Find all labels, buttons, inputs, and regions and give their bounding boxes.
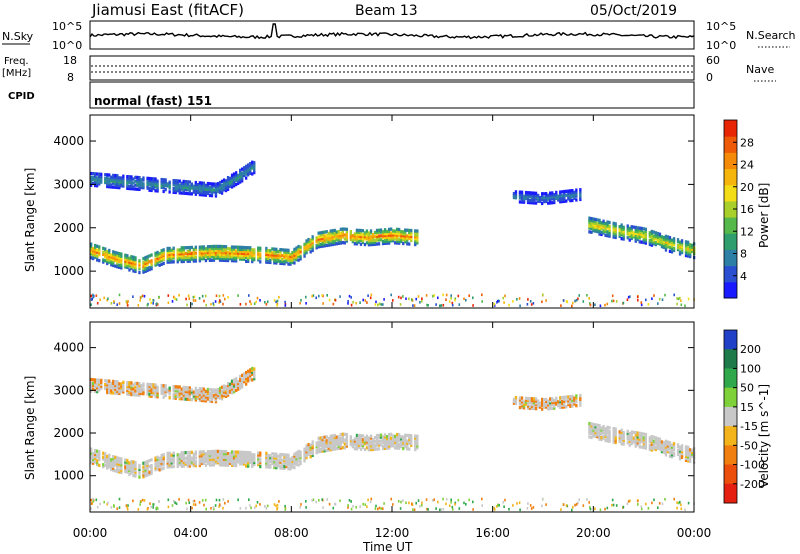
freq-label: Freq. — [4, 56, 29, 67]
velocity-colorbar-tick: -50 — [740, 439, 758, 452]
power-colorbar-swatch — [724, 233, 737, 250]
power-plot-frame — [90, 115, 694, 308]
x-tick-label: 12:00 — [375, 526, 410, 540]
power-colorbar-tick: 8 — [740, 248, 747, 261]
freq-tick-bottom: 8 — [67, 71, 74, 84]
nsky-tick-top: 10^5 — [52, 20, 82, 33]
velocity-colorbar-tick: 15 — [740, 401, 754, 414]
x-axis-label: Time UT — [362, 540, 413, 554]
x-axis: 00:00 04:00 08:00 12:00 16:00 20:00 00:00 — [73, 115, 712, 540]
nsky-label: N.Sky — [2, 30, 34, 43]
cpid-label: CPID — [8, 91, 35, 102]
date-title: 05/Oct/2019 — [590, 3, 677, 19]
freq-tick-top: 18 — [63, 54, 77, 67]
beam-title: Beam 13 — [355, 3, 418, 19]
power-colorbar-swatch — [724, 184, 737, 202]
power-colorbar-swatch — [724, 265, 737, 283]
power-panel: 1000 2000 3000 4000 Slant Range [km] 4 8 12 16… — [23, 114, 771, 309]
station-title: Jiamusi East (fitACF) — [91, 1, 244, 19]
velocity-colorbar-tick: -15 — [740, 420, 758, 433]
velocity-colorbar-tick: 100 — [740, 362, 761, 375]
power-colorbar-tick: 28 — [740, 136, 754, 149]
velocity-colorbar-tick: -100 — [740, 459, 765, 472]
power-ytick-label: 3000 — [53, 177, 84, 191]
velocity-ylabel: Slant Range [km] — [23, 376, 37, 480]
power-colorbar-swatch — [724, 200, 737, 218]
nave-tick-top: 60 — [706, 54, 720, 67]
velocity-colorbar-swatch — [724, 445, 737, 466]
power-colorbar-tick: 4 — [740, 270, 747, 283]
power-colorbar-swatch — [724, 281, 737, 299]
power-ytick-label: 4000 — [53, 134, 84, 148]
x-tick-label: 08:00 — [274, 526, 309, 540]
velocity-colorbar-swatch — [724, 387, 737, 408]
x-tick-label: 04:00 — [173, 526, 208, 540]
velocity-ytick-label: 4000 — [53, 341, 84, 355]
freq-panel: Freq. [MHz] 18 8 60 0 Nave — [2, 54, 776, 84]
power-colorbar-swatch — [724, 217, 737, 234]
power-colorbar-tick: 12 — [740, 225, 754, 238]
velocity-colorbar-label: Velocity [m s^-1] — [757, 384, 771, 488]
x-tick-label: 20:00 — [576, 526, 611, 540]
nsearch-label: N.Search — [746, 29, 796, 42]
velocity-colorbar-tick: -200 — [740, 478, 765, 491]
nsearch-tick-top: 10^5 — [706, 20, 736, 33]
nave-label: Nave — [746, 63, 774, 76]
velocity-colorbar-swatch — [724, 483, 737, 504]
x-tick-label: 00:00 — [677, 526, 712, 540]
nsky-trace — [89, 23, 695, 40]
velocity-ytick-label: 3000 — [53, 383, 84, 397]
velocity-panel: 1000 2000 3000 4000 Slant Range [km] 200 100… — [23, 321, 771, 513]
cpid-panel: CPID normal (fast) 151 — [8, 81, 695, 109]
nsearch-tick-bottom: 10^0 — [706, 39, 736, 52]
x-tick-label: 16:00 — [475, 526, 510, 540]
power-colorbar-label: Power [dB] — [757, 183, 771, 248]
velocity-colorbar-tick: 50 — [740, 382, 754, 395]
power-ytick-label: 1000 — [53, 264, 84, 278]
velocity-colorbar-swatch — [724, 349, 737, 369]
power-colorbar-tick: 24 — [740, 159, 754, 172]
nave-tick-bottom: 0 — [706, 71, 713, 84]
cpid-value: normal (fast) 151 — [94, 94, 212, 108]
power-ylabel: Slant Range [km] — [23, 168, 37, 272]
noise-panel: N.Sky 10^5 10^0 10^5 10^0 N.Search — [2, 20, 796, 52]
power-colorbar-swatch — [724, 136, 737, 153]
power-colorbar: 4 8 12 16 20 24 28 — [723, 119, 754, 299]
power-colorbar-swatch — [724, 120, 737, 137]
power-ytick-label: 2000 — [53, 221, 84, 235]
velocity-colorbar-swatch — [724, 330, 737, 350]
velocity-colorbar-swatch — [724, 464, 737, 485]
x-tick-label: 00:00 — [73, 526, 108, 540]
velocity-colorbar-swatch — [724, 406, 737, 427]
velocity-colorbar-tick: 200 — [740, 343, 761, 356]
power-data-cells — [90, 160, 696, 308]
velocity-colorbar: 200 100 50 15 -15 -50 -100 -200 — [723, 329, 765, 504]
power-colorbar-swatch — [724, 168, 737, 186]
power-colorbar-swatch — [724, 152, 737, 170]
velocity-colorbar-swatch — [724, 426, 737, 446]
velocity-ytick-label: 2000 — [53, 426, 84, 440]
power-colorbar-tick: 20 — [740, 181, 754, 194]
velocity-ytick-label: 1000 — [53, 469, 84, 483]
nsky-tick-bottom: 10^0 — [52, 39, 82, 52]
velocity-colorbar-swatch — [724, 368, 737, 389]
freq-unit-label: [MHz] — [2, 68, 31, 79]
velocity-data-cells — [90, 366, 696, 512]
power-colorbar-tick: 16 — [740, 203, 754, 216]
power-colorbar-swatch — [724, 249, 737, 267]
